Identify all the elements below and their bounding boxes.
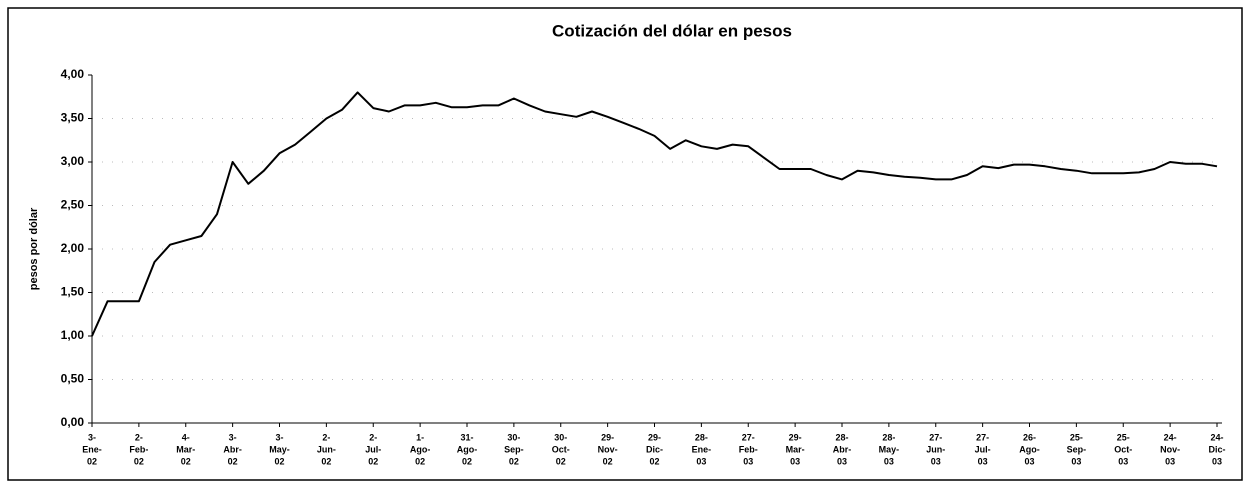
- y-tick-label: 0,50: [61, 372, 85, 386]
- x-tick-label: 24-: [1164, 432, 1177, 442]
- x-tick-label: Jun-: [926, 444, 945, 454]
- x-tick-label: 03: [884, 456, 894, 466]
- x-tick-label: 30-: [554, 432, 567, 442]
- x-tick-label: Jul-: [365, 444, 381, 454]
- x-tick-label: 29-: [648, 432, 661, 442]
- x-tick-label: Mar-: [176, 444, 195, 454]
- x-tick-label: 24-: [1210, 432, 1223, 442]
- x-tick-label: Nov-: [1160, 444, 1180, 454]
- x-tick-label: 03: [1212, 456, 1222, 466]
- x-tick-label: Dic-: [1208, 444, 1225, 454]
- x-tick-label: 02: [181, 456, 191, 466]
- y-tick-label: 4,00: [61, 67, 85, 81]
- x-tick-label: 27-: [742, 432, 755, 442]
- x-tick-label: 3-: [88, 432, 96, 442]
- y-tick-label: 2,50: [61, 198, 85, 212]
- x-tick-label: 03: [837, 456, 847, 466]
- x-tick-label: Jun-: [317, 444, 336, 454]
- x-tick-label: 03: [790, 456, 800, 466]
- x-tick-label: 30-: [507, 432, 520, 442]
- x-tick-label: 4-: [182, 432, 190, 442]
- x-tick-label: Feb-: [129, 444, 148, 454]
- x-tick-label: Ago-: [410, 444, 431, 454]
- x-tick-label: 2-: [369, 432, 377, 442]
- x-tick-label: Ene-: [82, 444, 102, 454]
- x-tick-label: 03: [696, 456, 706, 466]
- x-tick-label: 29-: [789, 432, 802, 442]
- x-tick-label: 2-: [322, 432, 330, 442]
- x-tick-label: Oct-: [552, 444, 570, 454]
- x-tick-label: 31-: [460, 432, 473, 442]
- x-tick-label: 02: [649, 456, 659, 466]
- y-tick-label: 1,00: [61, 328, 85, 342]
- x-tick-label: 02: [321, 456, 331, 466]
- chart-frame: [7, 7, 1243, 481]
- x-tick-label: 25-: [1070, 432, 1083, 442]
- x-tick-label: 02: [274, 456, 284, 466]
- x-tick-label: 28-: [835, 432, 848, 442]
- x-tick-label: 03: [1118, 456, 1128, 466]
- x-tick-label: 2-: [135, 432, 143, 442]
- x-tick-label: 02: [462, 456, 472, 466]
- x-tick-label: 02: [509, 456, 519, 466]
- chart-title: Cotización del dólar en pesos: [552, 21, 792, 40]
- x-tick-label: Ago-: [457, 444, 478, 454]
- x-tick-label: 3-: [275, 432, 283, 442]
- x-tick-label: 03: [931, 456, 941, 466]
- y-tick-label: 3,50: [61, 111, 85, 125]
- x-tick-label: 03: [978, 456, 988, 466]
- x-tick-label: 03: [743, 456, 753, 466]
- x-tick-label: Abr-: [223, 444, 242, 454]
- x-tick-label: 02: [228, 456, 238, 466]
- x-tick-label: Nov-: [598, 444, 618, 454]
- x-tick-label: Abr-: [833, 444, 852, 454]
- x-tick-label: 3-: [229, 432, 237, 442]
- x-tick-label: 1-: [416, 432, 424, 442]
- x-tick-label: 29-: [601, 432, 614, 442]
- x-tick-label: 28-: [882, 432, 895, 442]
- x-tick-label: May-: [879, 444, 900, 454]
- x-tick-label: 02: [368, 456, 378, 466]
- x-tick-label: 02: [415, 456, 425, 466]
- y-tick-label: 1,50: [61, 285, 85, 299]
- x-tick-label: 02: [603, 456, 613, 466]
- x-tick-label: Ago-: [1019, 444, 1040, 454]
- x-tick-label: Mar-: [786, 444, 805, 454]
- x-tick-label: 02: [556, 456, 566, 466]
- x-tick-label: Oct-: [1114, 444, 1132, 454]
- x-tick-label: 02: [87, 456, 97, 466]
- x-tick-label: Sep-: [504, 444, 524, 454]
- y-tick-label: 0,00: [61, 415, 85, 429]
- x-tick-label: 26-: [1023, 432, 1036, 442]
- x-tick-label: May-: [269, 444, 290, 454]
- x-tick-label: 02: [134, 456, 144, 466]
- x-tick-label: Dic-: [646, 444, 663, 454]
- x-tick-label: 25-: [1117, 432, 1130, 442]
- x-tick-label: 03: [1024, 456, 1034, 466]
- x-tick-label: Ene-: [692, 444, 712, 454]
- x-tick-label: Sep-: [1067, 444, 1087, 454]
- x-tick-label: Feb-: [739, 444, 758, 454]
- y-axis-label: pesos por dólar: [28, 207, 40, 290]
- x-tick-label: 03: [1165, 456, 1175, 466]
- series-line: [91, 91, 1218, 337]
- x-tick-label: 27-: [929, 432, 942, 442]
- x-tick-label: 27-: [976, 432, 989, 442]
- x-tick-label: Jul-: [975, 444, 991, 454]
- y-tick-label: 2,00: [61, 241, 85, 255]
- x-tick-label: 03: [1071, 456, 1081, 466]
- y-tick-label: 3,00: [61, 154, 85, 168]
- x-tick-label: 28-: [695, 432, 708, 442]
